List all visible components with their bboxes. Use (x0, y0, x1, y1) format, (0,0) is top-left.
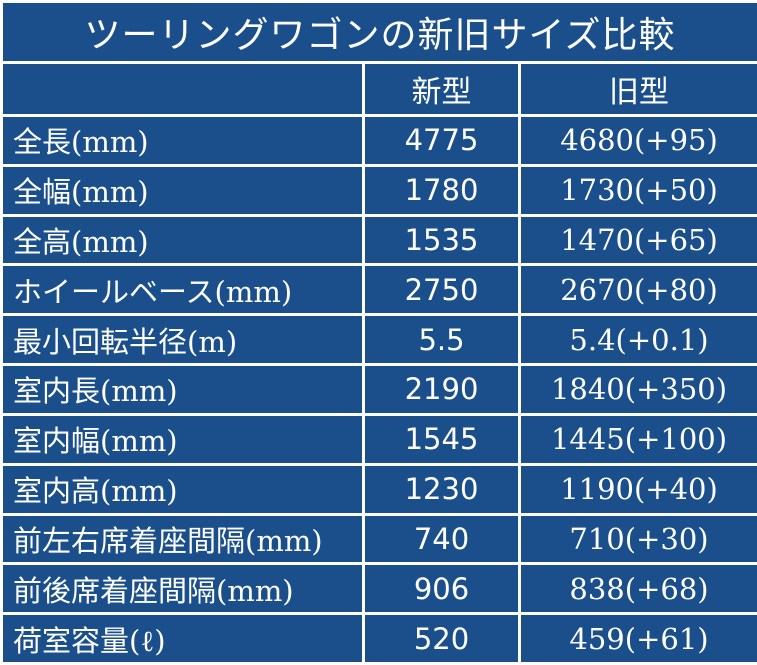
old-value: 838(+68) (517, 562, 757, 616)
table-row: 荷室容量(ℓ) 520 459(+61) (0, 612, 757, 665)
table-row: 全長(mm) 4775 4680(+95) (0, 114, 757, 167)
header-empty-cell (0, 61, 365, 117)
table-row: 前後席着座間隔(mm) 906 838(+68) (0, 562, 757, 616)
old-value: 1470(+65) (517, 213, 757, 267)
table-row: 室内長(mm) 2190 1840(+350) (0, 363, 757, 416)
new-value: 906 (362, 562, 521, 616)
new-value: 4775 (362, 114, 521, 167)
table-row: 全高(mm) 1535 1470(+65) (0, 213, 757, 267)
row-label: 最小回転半径(m) (0, 313, 365, 367)
new-value: 2750 (362, 263, 521, 317)
row-label: 室内長(mm) (0, 363, 365, 416)
new-value: 1535 (362, 213, 521, 267)
new-value: 2190 (362, 363, 521, 416)
old-value: 1445(+100) (517, 412, 757, 466)
new-value: 5.5 (362, 313, 521, 367)
row-label: 全長(mm) (0, 114, 365, 167)
table-row: 全幅(mm) 1780 1730(+50) (0, 163, 757, 217)
header-row: 新型 旧型 (0, 61, 757, 117)
new-value: 520 (362, 612, 521, 665)
table-title: ツーリングワゴンの新旧サイズ比較 (0, 0, 757, 64)
row-label: 室内高(mm) (0, 462, 365, 516)
new-value: 1780 (362, 163, 521, 217)
old-value: 4680(+95) (517, 114, 757, 167)
table-row: 前左右席着座間隔(mm) 740 710(+30) (0, 512, 757, 566)
old-value: 1190(+40) (517, 462, 757, 516)
old-value: 1730(+50) (517, 163, 757, 217)
header-old-model: 旧型 (517, 61, 757, 117)
row-label: 室内幅(mm) (0, 412, 365, 466)
table-row: ホイールベース(mm) 2750 2670(+80) (0, 263, 757, 317)
row-label: ホイールベース(mm) (0, 263, 365, 317)
row-label: 全高(mm) (0, 213, 365, 267)
old-value: 1840(+350) (517, 363, 757, 416)
old-value: 459(+61) (517, 612, 757, 665)
old-value: 5.4(+0.1) (517, 313, 757, 367)
title-row: ツーリングワゴンの新旧サイズ比較 (0, 0, 757, 64)
row-label: 前左右席着座間隔(mm) (0, 512, 365, 566)
row-label: 全幅(mm) (0, 163, 365, 217)
new-value: 740 (362, 512, 521, 566)
row-label: 前後席着座間隔(mm) (0, 562, 365, 616)
row-label: 荷室容量(ℓ) (0, 612, 365, 665)
table-row: 室内幅(mm) 1545 1445(+100) (0, 412, 757, 466)
new-value: 1230 (362, 462, 521, 516)
table-row: 室内高(mm) 1230 1190(+40) (0, 462, 757, 516)
header-new-model: 新型 (362, 61, 521, 117)
new-value: 1545 (362, 412, 521, 466)
table-row: 最小回転半径(m) 5.5 5.4(+0.1) (0, 313, 757, 367)
old-value: 710(+30) (517, 512, 757, 566)
old-value: 2670(+80) (517, 263, 757, 317)
